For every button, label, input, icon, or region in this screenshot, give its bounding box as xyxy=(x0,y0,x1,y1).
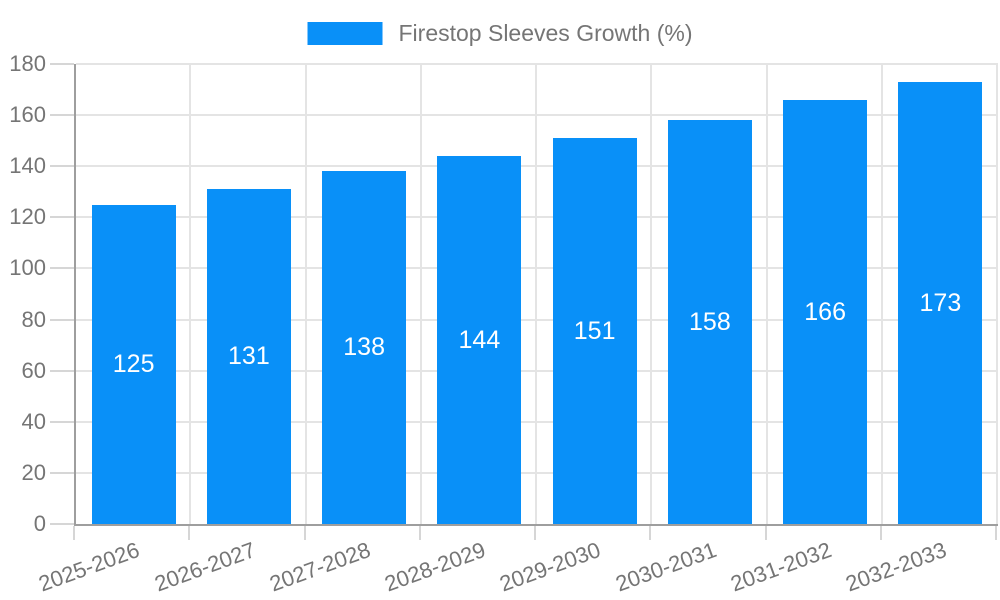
y-axis-tick xyxy=(50,63,74,65)
y-axis-label: 100 xyxy=(9,255,46,281)
legend[interactable]: Firestop Sleeves Growth (%) xyxy=(307,20,693,46)
y-axis-tick xyxy=(50,114,74,117)
gridline-horizontal xyxy=(76,216,998,219)
y-axis-label: 180 xyxy=(9,51,46,76)
bar-2029-2030[interactable]: 151 xyxy=(552,138,637,524)
gridline-horizontal xyxy=(76,267,998,270)
gridline-vertical xyxy=(765,64,768,524)
x-axis-label: 2029-2030 xyxy=(496,537,605,597)
bar-value-label: 131 xyxy=(228,342,270,370)
legend-label: Firestop Sleeves Growth (%) xyxy=(398,20,693,46)
gridline-vertical xyxy=(650,64,653,524)
x-axis-label: 2031-2032 xyxy=(727,537,835,597)
y-axis-tick xyxy=(50,369,74,372)
bar-2032-2033[interactable]: 173 xyxy=(898,82,983,524)
gridline-horizontal xyxy=(76,165,998,168)
bar-2027-2028[interactable]: 138 xyxy=(322,171,407,524)
legend-swatch xyxy=(307,21,383,45)
y-axis-label: 80 xyxy=(21,306,46,332)
bar-value-label: 151 xyxy=(573,316,616,345)
x-axis-label: 2026-2027 xyxy=(151,537,259,597)
y-axis-tick xyxy=(50,216,74,219)
bar-value-label: 158 xyxy=(689,307,731,336)
gridline-horizontal xyxy=(76,63,998,66)
x-axis-label: 2030-2031 xyxy=(612,537,720,597)
y-axis-label: 40 xyxy=(21,408,46,434)
x-axis-label: 2027-2028 xyxy=(266,537,374,597)
x-axis-tick xyxy=(418,526,421,540)
gridline-vertical xyxy=(535,64,537,524)
y-axis-label: 120 xyxy=(9,204,46,230)
bar-value-label: 173 xyxy=(919,288,962,317)
bar-value-label: 144 xyxy=(458,325,501,354)
gridline-vertical xyxy=(996,64,998,524)
gridline-vertical xyxy=(419,64,422,524)
gridline-vertical xyxy=(304,64,307,524)
x-axis-tick xyxy=(995,526,997,540)
x-axis-tick xyxy=(188,526,191,540)
bar-2028-2029[interactable]: 144 xyxy=(437,156,522,524)
bar-2026-2027[interactable]: 131 xyxy=(206,189,291,524)
bar-2031-2032[interactable]: 166 xyxy=(783,100,868,524)
y-axis-tick xyxy=(50,420,74,423)
gridline-vertical xyxy=(880,64,883,524)
y-axis-label: 160 xyxy=(9,102,46,128)
y-axis-tick xyxy=(50,471,74,474)
y-axis-tick xyxy=(50,523,74,525)
bar-value-label: 138 xyxy=(343,333,385,361)
gridline-horizontal xyxy=(76,369,998,372)
y-axis-label: 140 xyxy=(9,153,46,179)
x-axis-tick xyxy=(649,526,652,540)
x-axis-label: 2025-2026 xyxy=(35,537,144,597)
x-axis-tick xyxy=(764,526,767,540)
gridline-horizontal xyxy=(76,114,998,117)
gridline-horizontal xyxy=(76,471,998,474)
bar-2025-2026[interactable]: 125 xyxy=(91,205,176,524)
plot-area: 125 131 138 144 151 158 166 173 xyxy=(74,63,998,526)
gridline-horizontal xyxy=(76,420,998,423)
y-axis-label: 0 xyxy=(33,511,46,536)
bar-value-label: 125 xyxy=(112,350,155,378)
y-axis-tick xyxy=(50,165,74,168)
x-axis-label: 2028-2029 xyxy=(381,537,489,597)
y-axis-tick xyxy=(50,318,74,321)
y-axis-tick xyxy=(50,267,74,270)
x-axis-tick xyxy=(534,526,536,540)
x-axis-tick xyxy=(73,526,75,540)
gridline-horizontal xyxy=(76,318,998,321)
x-axis-tick xyxy=(879,526,882,540)
bar-value-label: 166 xyxy=(804,297,846,326)
gridline-vertical xyxy=(189,64,192,524)
bar-2030-2031[interactable]: 158 xyxy=(667,120,752,524)
y-axis-label: 60 xyxy=(21,357,46,383)
x-axis-tick xyxy=(303,526,306,540)
x-axis-label: 2032-2033 xyxy=(842,537,950,597)
y-axis-label: 20 xyxy=(21,459,46,485)
